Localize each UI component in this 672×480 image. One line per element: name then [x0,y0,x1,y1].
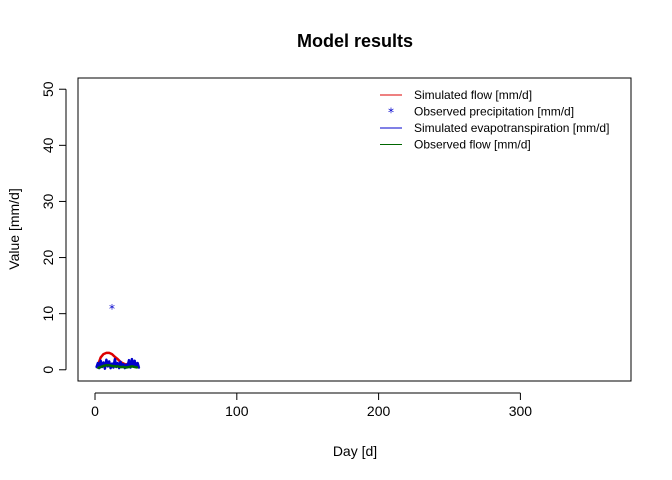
y-axis: 0 10 20 30 40 50 [40,81,67,374]
chart-title: Model results [297,31,413,51]
data-point [119,366,122,368]
legend: Simulated flow [mm/d] * Observed precipita… [380,88,609,152]
y-tick-label: 0 [40,366,56,374]
data-point [114,356,116,358]
data-point: * [109,302,115,316]
plot-frame [77,77,632,382]
data-point [99,356,102,359]
y-axis-label: Value [mm/d] [6,188,22,269]
data-point [108,364,110,367]
data-point [108,360,110,363]
data-point [99,360,102,362]
x-axis-label: Day [d] [333,443,377,459]
data-point [95,366,98,369]
data-point [116,365,119,368]
data-point [97,367,99,369]
data-point [116,362,119,364]
data-point [133,360,136,362]
data-point [119,361,122,363]
series-layer: * [95,302,141,370]
y-tick-label: 50 [40,81,56,97]
data-point [116,358,119,360]
data-point [111,353,113,355]
data-point [105,364,108,367]
x-tick-label: 300 [509,403,533,419]
data-point [133,366,136,368]
data-point [128,359,130,362]
data-point [125,363,128,366]
data-point [131,365,133,368]
y-tick-label: 20 [40,250,56,266]
data-point [109,367,112,369]
x-tick-label: 100 [225,403,249,419]
legend-entry-label: Observed precipitation [mm/d] [414,105,574,119]
data-point [114,358,116,360]
x-tick-label: 200 [367,403,391,419]
data-point [111,362,113,365]
legend-marker: * [388,106,394,120]
data-point [104,367,106,370]
data-point [99,366,102,368]
data-point [138,367,140,369]
data-point [114,365,116,368]
data-point [111,365,113,367]
data-point [105,352,108,354]
x-tick-label: 0 [91,403,99,419]
data-point [136,366,139,369]
y-tick-label: 40 [40,137,56,153]
legend-entry-label: Simulated evapotranspiration [mm/d] [414,121,609,135]
legend-entry-label: Observed flow [mm/d] [414,138,531,152]
data-point [136,362,139,364]
y-tick-label: 30 [40,193,56,209]
data-point [102,365,105,367]
data-point [131,358,133,360]
data-point [102,353,105,355]
data-point [122,363,125,365]
legend-entry-label: Simulated flow [mm/d] [414,88,532,102]
data-point [105,358,108,361]
x-axis: 0 100 200 300 [91,392,533,419]
data-point [108,352,110,354]
y-tick-label: 10 [40,306,56,322]
data-point [128,366,130,368]
data-point [97,362,99,364]
data-point [125,366,128,369]
data-point [122,366,125,368]
data-point [102,361,105,364]
